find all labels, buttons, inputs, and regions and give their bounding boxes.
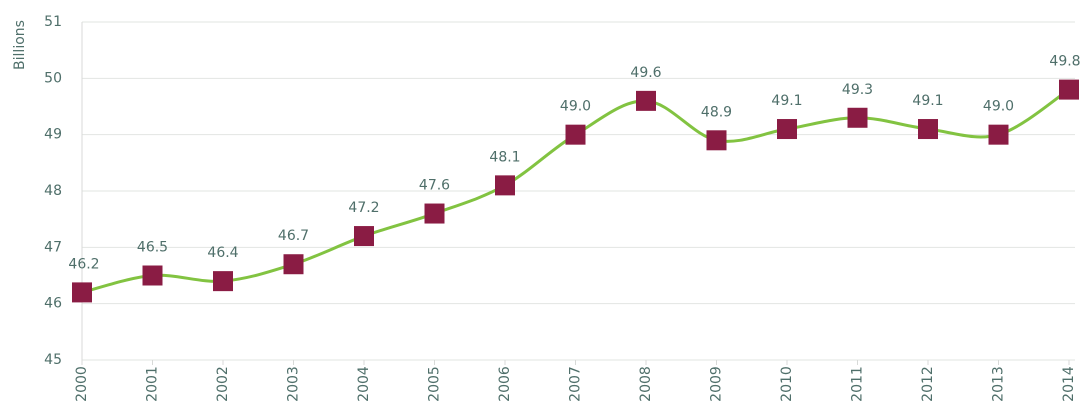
data-label: 49.0: [560, 99, 591, 115]
data-label: 49.0: [983, 99, 1014, 115]
data-label: 49.1: [912, 93, 943, 109]
y-tick-label: 45: [44, 352, 62, 368]
y-tick-label: 48: [44, 183, 62, 199]
data-label: 47.2: [348, 200, 379, 216]
marker: [213, 271, 233, 292]
data-label: 49.1: [771, 93, 802, 109]
y-tick-label: 46: [44, 296, 62, 312]
x-tick-label: 2004: [356, 366, 372, 402]
marker: [283, 254, 304, 275]
x-tick-label: 2008: [638, 366, 654, 402]
x-tick-label: 2005: [427, 366, 443, 402]
x-tick-label: 2007: [568, 366, 584, 402]
marker: [142, 265, 163, 286]
x-tick-label: 2014: [1061, 366, 1077, 402]
data-label: 46.4: [207, 245, 238, 261]
marker: [424, 203, 445, 224]
marker: [354, 226, 374, 247]
data-label: 46.7: [278, 228, 309, 244]
x-tick-label: 2010: [779, 366, 795, 402]
y-axis-label: Billions: [12, 20, 28, 70]
marker: [495, 175, 515, 196]
marker: [918, 119, 938, 140]
data-label: 46.5: [137, 240, 168, 256]
data-label: 49.3: [842, 82, 873, 98]
x-tick-label: 2003: [286, 366, 302, 402]
data-label: 48.1: [489, 149, 520, 165]
data-label: 49.8: [1049, 54, 1080, 70]
x-tick-label: 2002: [215, 366, 231, 402]
x-tick-label: 2006: [497, 366, 513, 402]
marker: [777, 119, 797, 140]
marker: [636, 90, 656, 111]
x-tick-label: 2012: [920, 366, 936, 402]
data-label: 49.6: [630, 65, 661, 81]
x-tick-label: 2001: [145, 366, 161, 402]
marker: [847, 107, 868, 128]
y-tick-label: 51: [44, 14, 62, 30]
y-tick-label: 49: [44, 127, 62, 143]
y-tick-label: 50: [44, 70, 62, 86]
x-tick-label: 2009: [709, 366, 725, 402]
x-tick-label: 2011: [850, 366, 866, 402]
marker: [72, 282, 92, 303]
x-tick-label: 2000: [74, 366, 90, 402]
marker: [706, 130, 727, 151]
marker: [565, 124, 586, 145]
y-tick-label: 47: [44, 239, 62, 255]
x-tick-label: 2013: [991, 366, 1007, 402]
marker: [988, 124, 1009, 145]
data-label: 47.6: [419, 178, 450, 194]
data-label: 48.9: [701, 104, 732, 120]
data-label: 46.2: [68, 256, 99, 272]
marker: [1059, 79, 1079, 100]
